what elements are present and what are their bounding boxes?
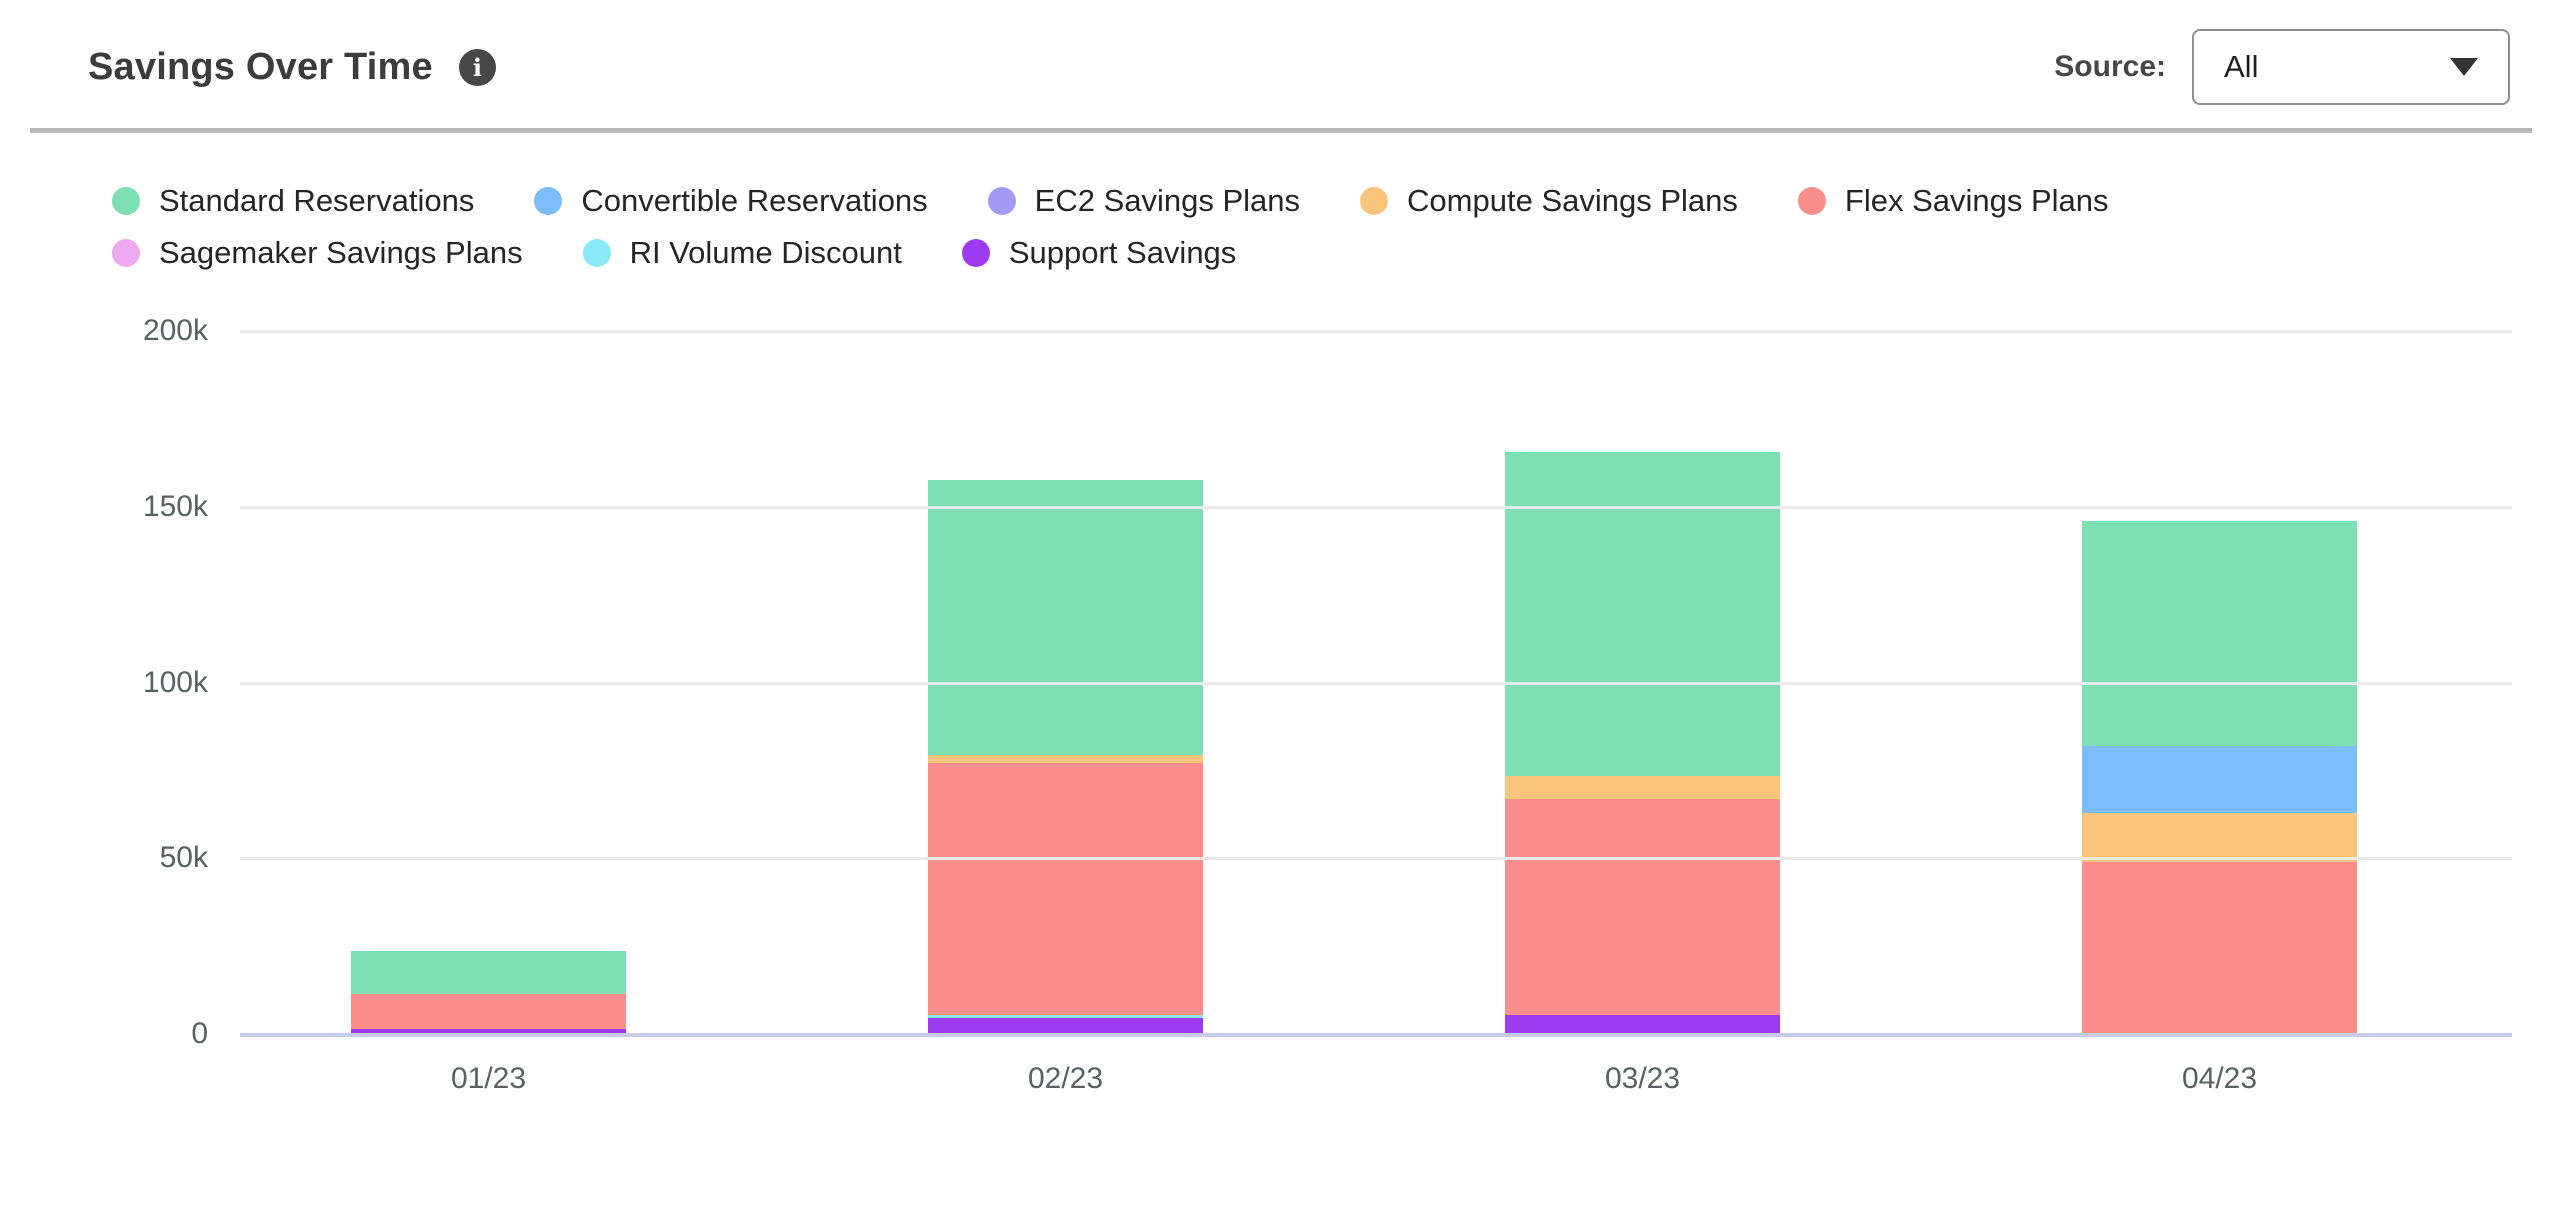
x-axis-line xyxy=(240,1033,2512,1037)
legend-item[interactable]: Support Savings xyxy=(961,235,1237,271)
bar-01-23 xyxy=(351,331,626,1034)
source-label: Source: xyxy=(2054,50,2166,83)
gridline xyxy=(240,681,2512,685)
y-tick-label: 50k xyxy=(159,841,208,875)
legend-row: Sagemaker Savings Plans RI Volume Discoun… xyxy=(112,235,2502,271)
savings-chart: 01/23 02/23 03/23 04/23 200k 150k 100k 50k 0 xyxy=(143,314,2512,1095)
bars-area xyxy=(200,331,2508,1034)
legend-label: RI Volume Discount xyxy=(629,235,902,270)
bar-segment[interactable] xyxy=(928,1014,1203,1019)
bar-segment[interactable] xyxy=(928,754,1203,764)
bar-segment[interactable] xyxy=(351,1028,626,1034)
info-icon[interactable]: i xyxy=(458,48,496,86)
gridline xyxy=(240,330,2512,333)
legend-swatch xyxy=(1797,187,1826,215)
bar-segment[interactable] xyxy=(1505,1014,1780,1034)
chart-legend: Standard Reservations Convertible Reserva… xyxy=(0,133,2562,271)
legend-label: Convertible Reservations xyxy=(581,183,928,218)
bar-04-23 xyxy=(2082,331,2357,1034)
legend-swatch xyxy=(534,187,563,215)
x-axis-labels: 01/23 02/23 03/23 04/23 xyxy=(200,1034,2508,1096)
gridline xyxy=(240,857,2512,861)
legend-swatch xyxy=(961,239,990,267)
bar-segment[interactable] xyxy=(351,993,626,1029)
bar-segment[interactable] xyxy=(1505,798,1780,1015)
source-dropdown[interactable]: All xyxy=(2192,29,2510,105)
legend-label: Flex Savings Plans xyxy=(1844,183,2109,218)
legend-row: Standard Reservations Convertible Reserva… xyxy=(112,183,2502,219)
legend-swatch xyxy=(112,239,140,267)
source-control: Source: All xyxy=(2054,29,2510,105)
y-tick-label: 100k xyxy=(142,665,208,699)
legend-item[interactable]: EC2 Savings Plans xyxy=(987,183,1301,219)
x-tick-label: 04/23 xyxy=(2181,1062,2258,1095)
bar-02-23 xyxy=(928,331,1203,1034)
legend-item[interactable]: Flex Savings Plans xyxy=(1797,183,2109,219)
x-tick-label: 01/23 xyxy=(450,1062,527,1095)
x-tick-label: 03/23 xyxy=(1604,1062,1681,1095)
legend-swatch xyxy=(112,187,140,215)
bar-segment[interactable] xyxy=(1505,452,1780,776)
x-tick-label: 02/23 xyxy=(1027,1062,1104,1095)
legend-label: EC2 Savings Plans xyxy=(1034,183,1301,218)
y-tick-label: 0 xyxy=(191,1017,208,1050)
bar-segment[interactable] xyxy=(2082,520,2357,746)
bar-segment[interactable] xyxy=(928,763,1203,1015)
y-tick-label: 200k xyxy=(142,314,208,347)
bar-segment[interactable] xyxy=(2082,812,2357,862)
legend-swatch xyxy=(582,239,611,267)
legend-label: Support Savings xyxy=(1008,235,1237,270)
legend-item[interactable]: Standard Reservations xyxy=(112,183,474,219)
source-dropdown-value: All xyxy=(2224,49,2259,84)
chevron-down-icon xyxy=(2450,58,2478,76)
bar-segment[interactable] xyxy=(928,1018,1203,1034)
legend-item[interactable]: Compute Savings Plans xyxy=(1360,183,1738,219)
legend-item[interactable]: Convertible Reservations xyxy=(534,183,928,219)
gridline xyxy=(240,505,2512,509)
title-group: Savings Over Time i xyxy=(88,46,496,89)
bar-segment[interactable] xyxy=(2082,745,2357,813)
page-title: Savings Over Time xyxy=(88,45,433,88)
legend-item[interactable]: RI Volume Discount xyxy=(582,235,902,271)
legend-label: Standard Reservations xyxy=(159,183,475,218)
bar-segment[interactable] xyxy=(1505,775,1780,799)
bar-segment[interactable] xyxy=(351,951,626,994)
y-tick-label: 150k xyxy=(142,489,208,523)
panel-header: Savings Over Time i Source: All xyxy=(0,0,2562,128)
legend-swatch xyxy=(987,187,1016,215)
legend-label: Sagemaker Savings Plans xyxy=(159,235,523,270)
bar-segment[interactable] xyxy=(2082,861,2357,1034)
legend-swatch xyxy=(1360,187,1389,215)
legend-label: Compute Savings Plans xyxy=(1407,183,1738,218)
legend-item[interactable]: Sagemaker Savings Plans xyxy=(112,235,523,271)
header-divider xyxy=(30,128,2532,133)
bar-segment[interactable] xyxy=(928,480,1203,755)
